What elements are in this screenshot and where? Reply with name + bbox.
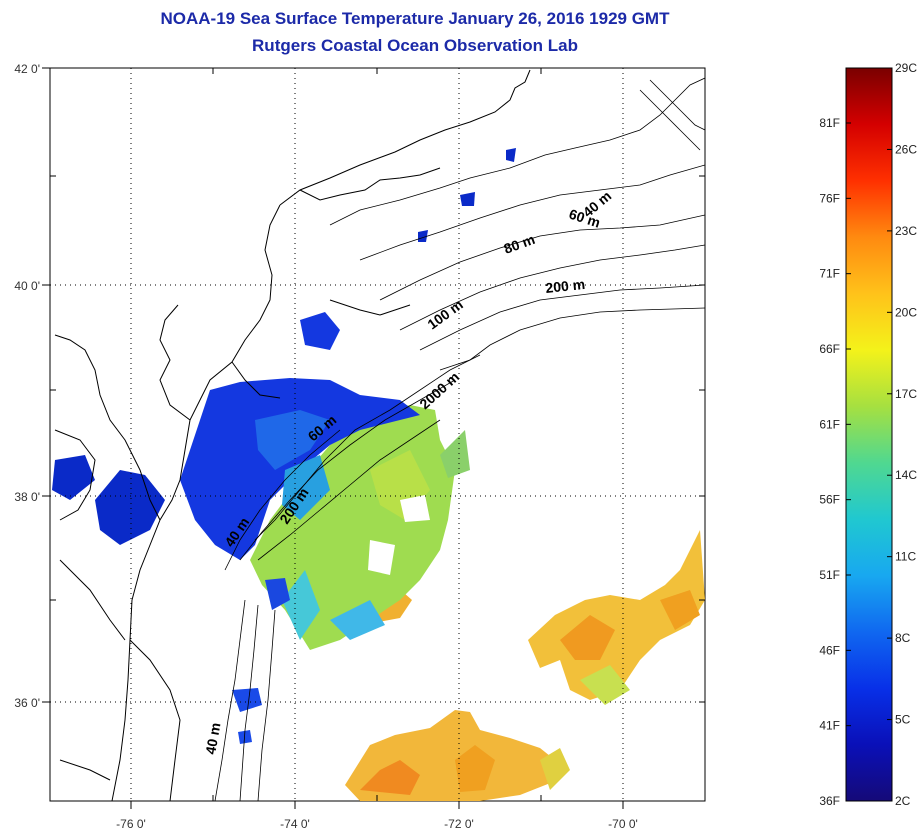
contour-label-200m-ne: 200 m <box>545 276 586 296</box>
colorbar-fahrenheit-label: 56F <box>819 493 840 507</box>
colorbar: 81F 76F 71F 66F 61F 56F 51F 46F 41F 36F 29C 26C 23C… <box>819 61 917 808</box>
sst-cold-nearshore <box>52 148 516 744</box>
colorbar-fahrenheit-label: 46F <box>819 643 840 657</box>
colorbar-celsius-label: 2C <box>895 794 911 808</box>
colorbar-celsius-label: 29C <box>895 61 917 75</box>
colorbar-fahrenheit-label: 51F <box>819 568 840 582</box>
colorbar-gradient <box>845 67 893 802</box>
lat-label-36: 36 0' <box>14 696 40 710</box>
colorbar-fahrenheit-label: 41F <box>819 719 840 733</box>
sst-shelf-plume <box>250 405 470 650</box>
colorbar-fahrenheit-label: 81F <box>819 116 840 130</box>
sst-warm-patches <box>345 530 705 801</box>
colorbar-celsius-label: 5C <box>895 713 911 727</box>
frame-ticks <box>42 67 705 809</box>
graticule <box>50 68 705 801</box>
lon-label-74: -74 0' <box>280 817 310 831</box>
colorbar-celsius-label: 26C <box>895 142 917 156</box>
colorbar-celsius-label: 8C <box>895 631 911 645</box>
bathymetry-contours <box>214 77 705 801</box>
colorbar-fahrenheit-label: 66F <box>819 342 840 356</box>
colorbar-celsius-label: 17C <box>895 387 917 401</box>
colorbar-celsius-label: 14C <box>895 468 917 482</box>
coastline <box>54 69 531 801</box>
map-title: NOAA-19 Sea Surface Temperature January … <box>160 9 670 28</box>
colorbar-fahrenheit-label: 71F <box>819 267 840 281</box>
colorbar-celsius-label: 20C <box>895 305 917 319</box>
lat-label-42: 42 0' <box>14 62 40 76</box>
lon-label-70: -70 0' <box>608 817 638 831</box>
map-subtitle: Rutgers Coastal Ocean Observation Lab <box>252 36 578 55</box>
lon-label-72: -72 0' <box>444 817 474 831</box>
axis-labels: 42 0' 40 0' 38 0' 36 0' -76 0' -74 0' -7… <box>14 62 637 831</box>
colorbar-celsius-label: 23C <box>895 224 917 238</box>
map-content: 40 m 60 m 80 m 200 m 100 m 2000 m 60 m 2… <box>50 68 705 801</box>
lat-label-38: 38 0' <box>14 490 40 504</box>
colorbar-fahrenheit-label: 61F <box>819 417 840 431</box>
lat-label-40: 40 0' <box>14 279 40 293</box>
contour-label-40m-south: 40 m <box>202 721 223 755</box>
lon-label-76: -76 0' <box>116 817 146 831</box>
colorbar-fahrenheit-label: 76F <box>819 191 840 205</box>
colorbar-celsius-label: 11C <box>895 550 916 564</box>
colorbar-fahrenheit-label: 36F <box>819 794 840 808</box>
